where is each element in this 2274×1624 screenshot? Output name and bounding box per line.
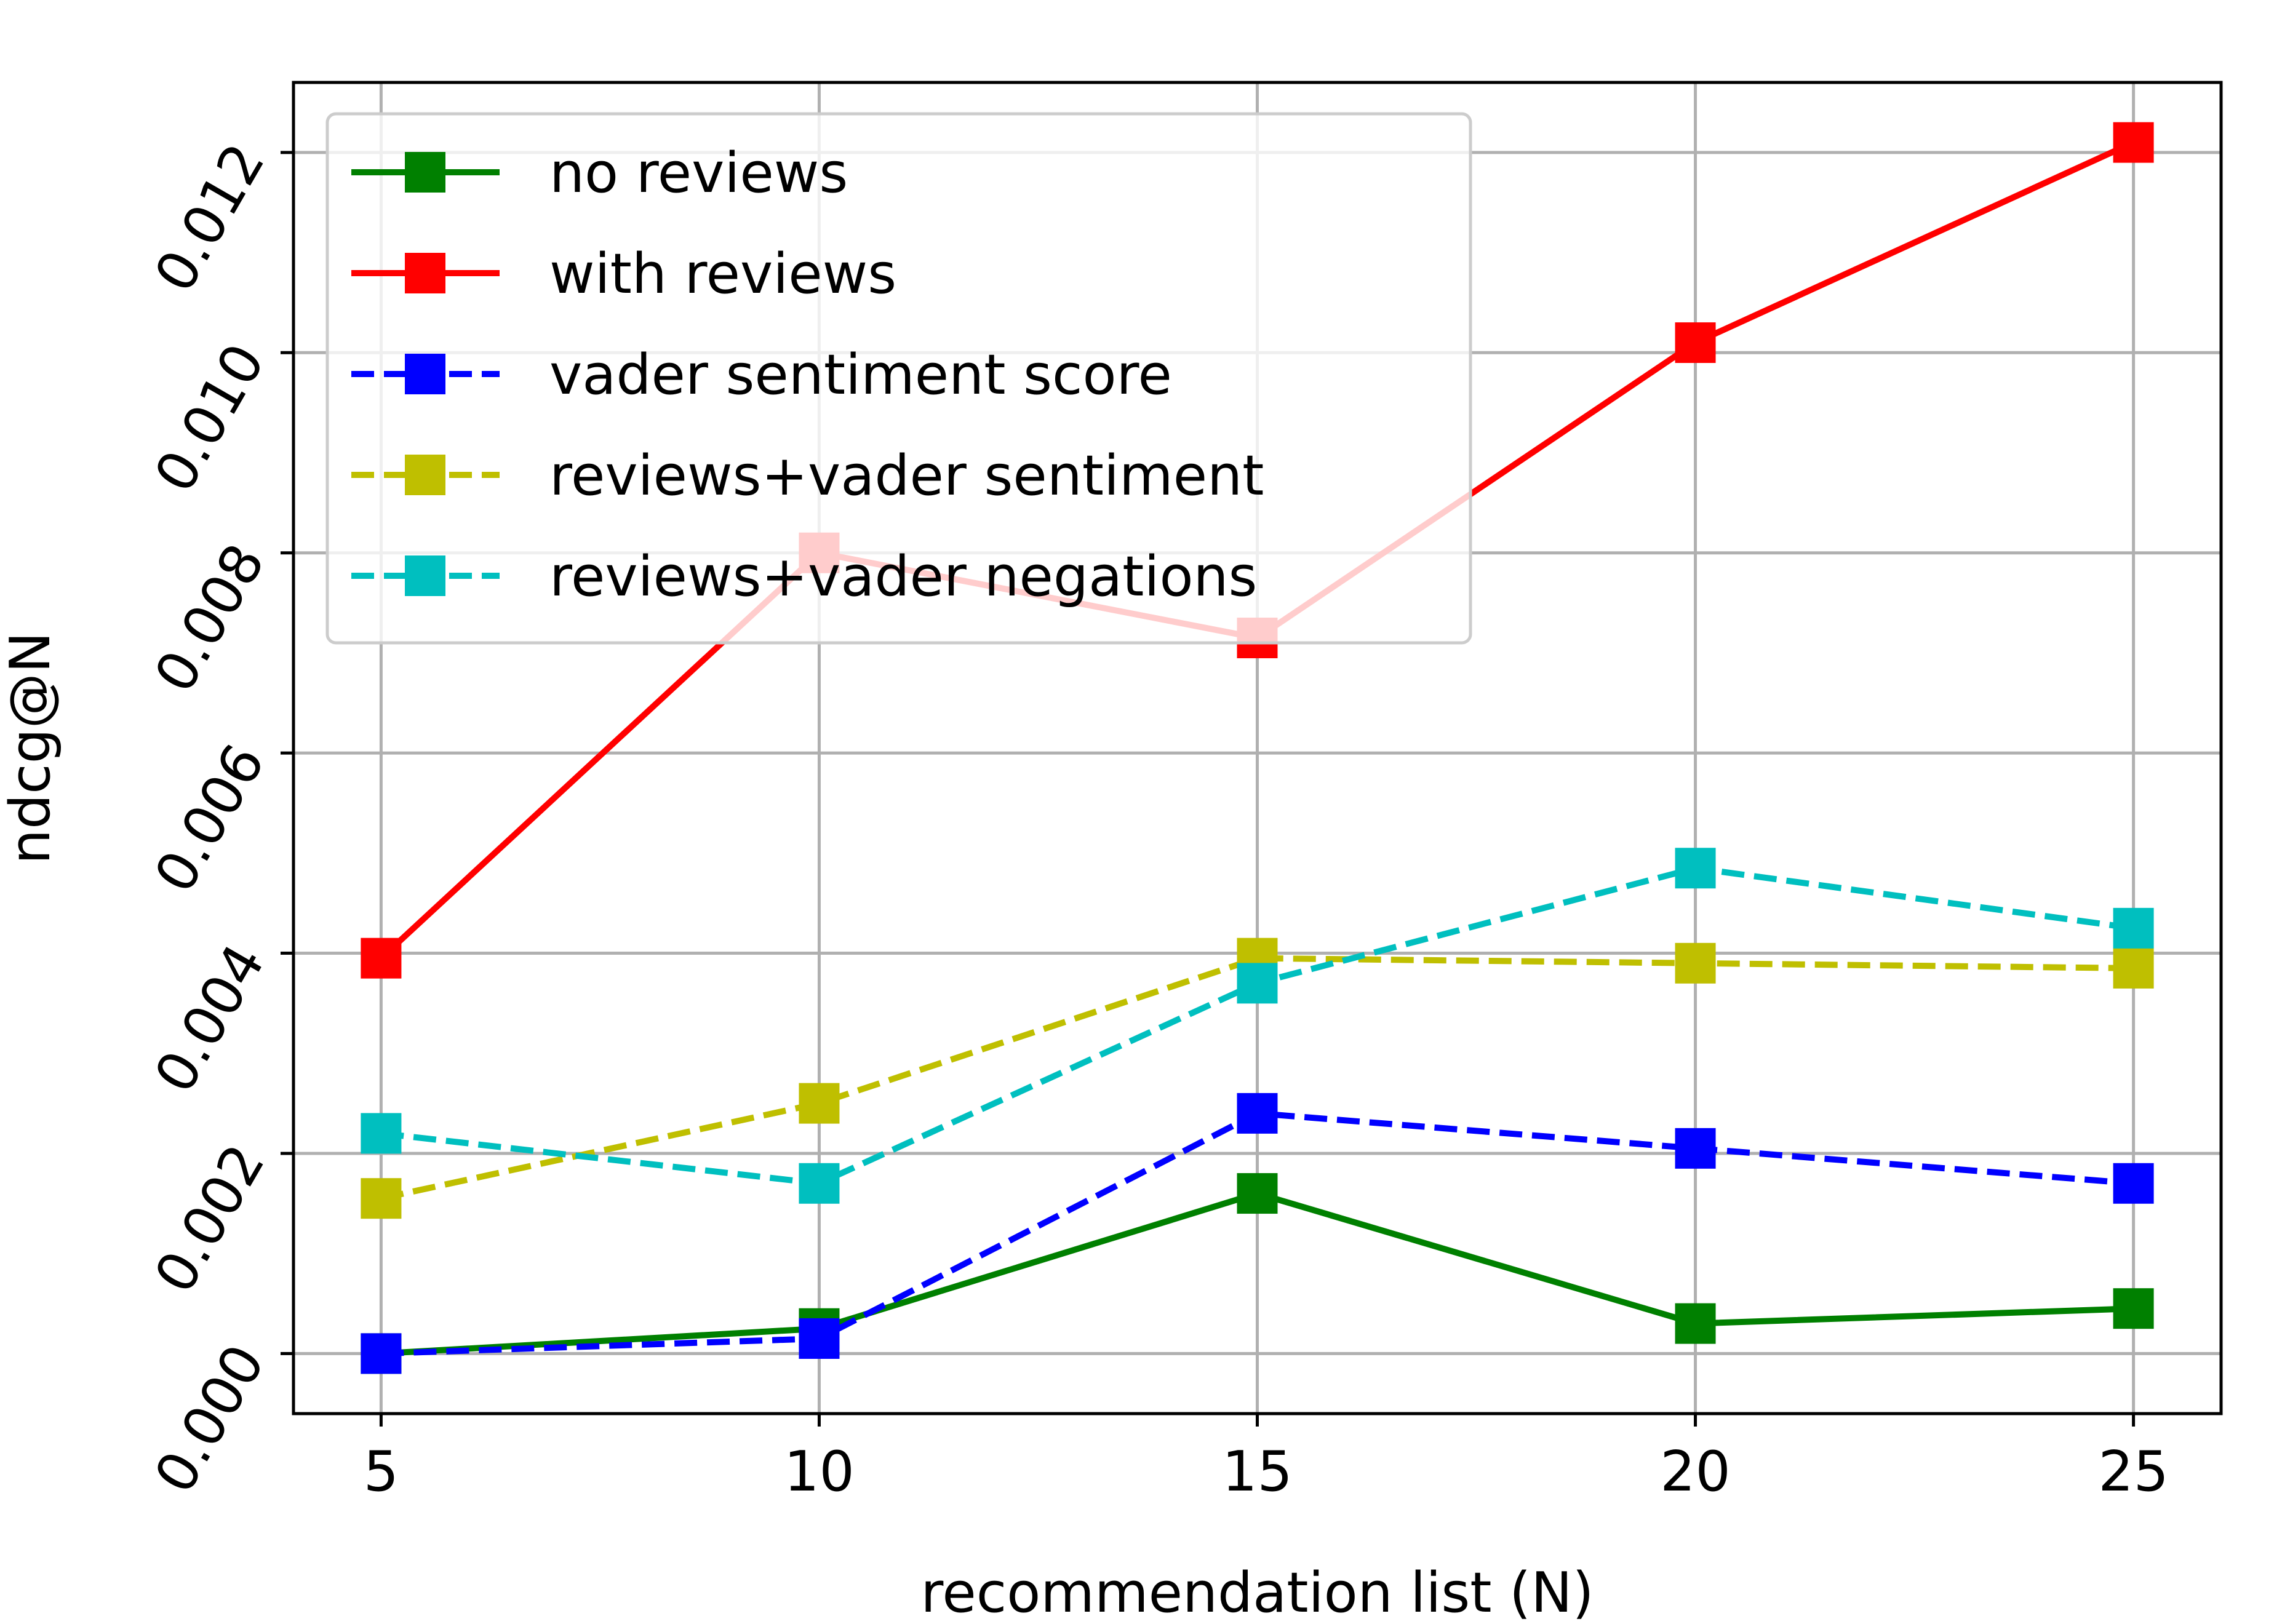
- data-point-marker: [1237, 1173, 1278, 1214]
- y-axis-label: ndcg@N: [0, 632, 63, 864]
- legend-entry: with reviews: [351, 242, 896, 306]
- legend-marker: [405, 253, 445, 293]
- legend-label: vader sentiment score: [549, 343, 1172, 407]
- x-axis-ticks: 5 10 15 20 25: [364, 1414, 2169, 1504]
- data-point-marker: [361, 1333, 402, 1374]
- data-point-marker: [2113, 1163, 2154, 1204]
- legend-marker: [405, 354, 445, 394]
- data-point-marker: [799, 1318, 840, 1359]
- data-point-marker: [1675, 1303, 1716, 1344]
- series-3: [361, 1093, 2154, 1374]
- data-point-marker: [1675, 1128, 1716, 1169]
- legend-entry: vader sentiment score: [351, 343, 1172, 407]
- legend-label: with reviews: [549, 242, 896, 306]
- data-point-marker: [1237, 963, 1278, 1004]
- legend-entry: no reviews: [351, 141, 848, 205]
- legend-marker: [405, 455, 445, 495]
- data-point-marker: [361, 1178, 402, 1219]
- data-point-marker: [799, 1163, 840, 1204]
- data-point-marker: [2113, 122, 2154, 163]
- series-4: [361, 937, 2154, 1219]
- legend-box: [325, 112, 1472, 645]
- legend-entry: reviews+vader negations: [351, 544, 1257, 609]
- series-5: [361, 848, 2154, 1204]
- data-point-marker: [361, 937, 402, 979]
- data-point-marker: [2113, 947, 2154, 989]
- legend: no reviews with reviews vader sentiment sc…: [325, 112, 1472, 645]
- legend-entry: reviews+vader sentiment: [351, 444, 1264, 508]
- legend-marker: [405, 152, 445, 193]
- legend-marker: [405, 555, 445, 596]
- x-axis-label: recommendation list (N): [920, 1561, 1594, 1624]
- legend-label: no reviews: [549, 141, 848, 205]
- data-point-marker: [799, 1083, 840, 1124]
- x-tick-label: 5: [364, 1439, 399, 1504]
- data-point-marker: [2113, 907, 2154, 949]
- data-point-marker: [1237, 1093, 1278, 1134]
- legend-label: reviews+vader negations: [549, 544, 1257, 609]
- data-point-marker: [1675, 942, 1716, 984]
- x-tick-label: 15: [1222, 1439, 1293, 1504]
- legend-label: reviews+vader sentiment: [549, 444, 1264, 508]
- data-point-marker: [1675, 848, 1716, 889]
- series-line: [380, 955, 2134, 1202]
- data-point-marker: [361, 1113, 402, 1154]
- x-tick-label: 20: [1660, 1439, 1731, 1504]
- x-tick-label: 25: [2098, 1439, 2169, 1504]
- data-point-marker: [2113, 1288, 2154, 1329]
- data-point-marker: [1675, 322, 1716, 364]
- x-tick-label: 10: [784, 1439, 855, 1504]
